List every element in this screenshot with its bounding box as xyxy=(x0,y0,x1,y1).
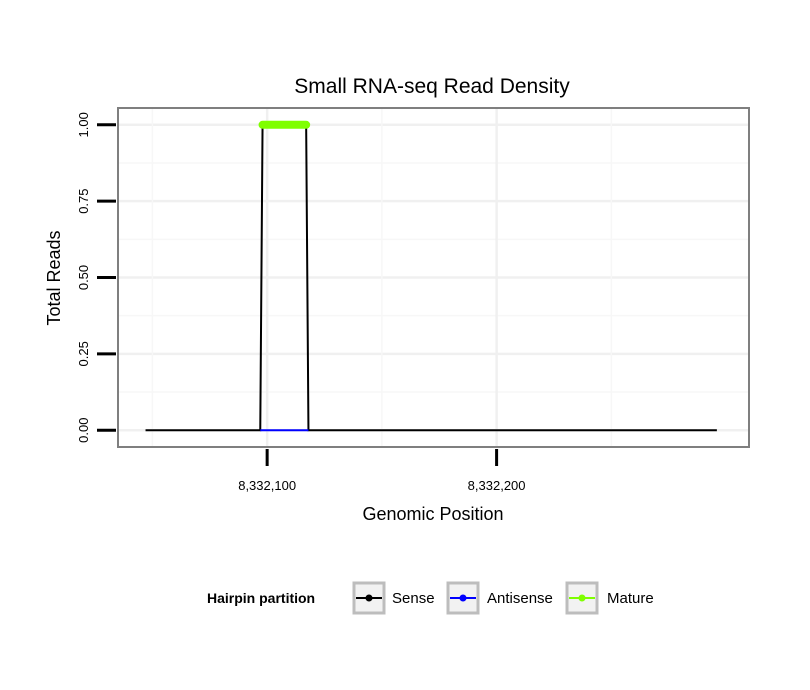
legend-label-antisense: Antisense xyxy=(487,590,553,607)
legend-label-sense: Sense xyxy=(392,590,435,607)
plot-panel-border xyxy=(117,107,750,448)
y-tick-label-4: 1.00 xyxy=(76,112,91,137)
series-layer xyxy=(145,120,717,432)
legend-item-antisense: Antisense xyxy=(446,581,553,615)
legend-title: Hairpin partition xyxy=(207,590,315,606)
x-tick-label-0: 8,332,100 xyxy=(238,478,296,493)
legend-item-sense: Sense xyxy=(352,581,435,615)
y-tick-label-0: 0.00 xyxy=(76,418,91,443)
x-tick-label-1: 8,332,200 xyxy=(468,478,526,493)
x-axis-title: Genomic Position xyxy=(362,504,503,524)
legend-dot-mature xyxy=(578,594,586,602)
chart-title: Small RNA-seq Read Density xyxy=(294,75,570,98)
axis-layer: 0.00 0.25 0.50 0.75 1.00 8,332,100 8,332,200 xyxy=(76,112,526,493)
legend-dot-antisense xyxy=(459,594,467,602)
y-tick-label-3: 0.75 xyxy=(76,188,91,213)
legend-item-mature: Mature xyxy=(565,581,654,615)
y-tick-label-1: 0.25 xyxy=(76,341,91,366)
legend-label-mature: Mature xyxy=(607,590,654,607)
y-tick-label-2: 0.50 xyxy=(76,265,91,290)
legend-dot-sense xyxy=(365,594,373,602)
y-axis-title: Total Reads xyxy=(44,230,64,325)
legend: Hairpin partition Sense Antisense Mature xyxy=(207,581,654,615)
